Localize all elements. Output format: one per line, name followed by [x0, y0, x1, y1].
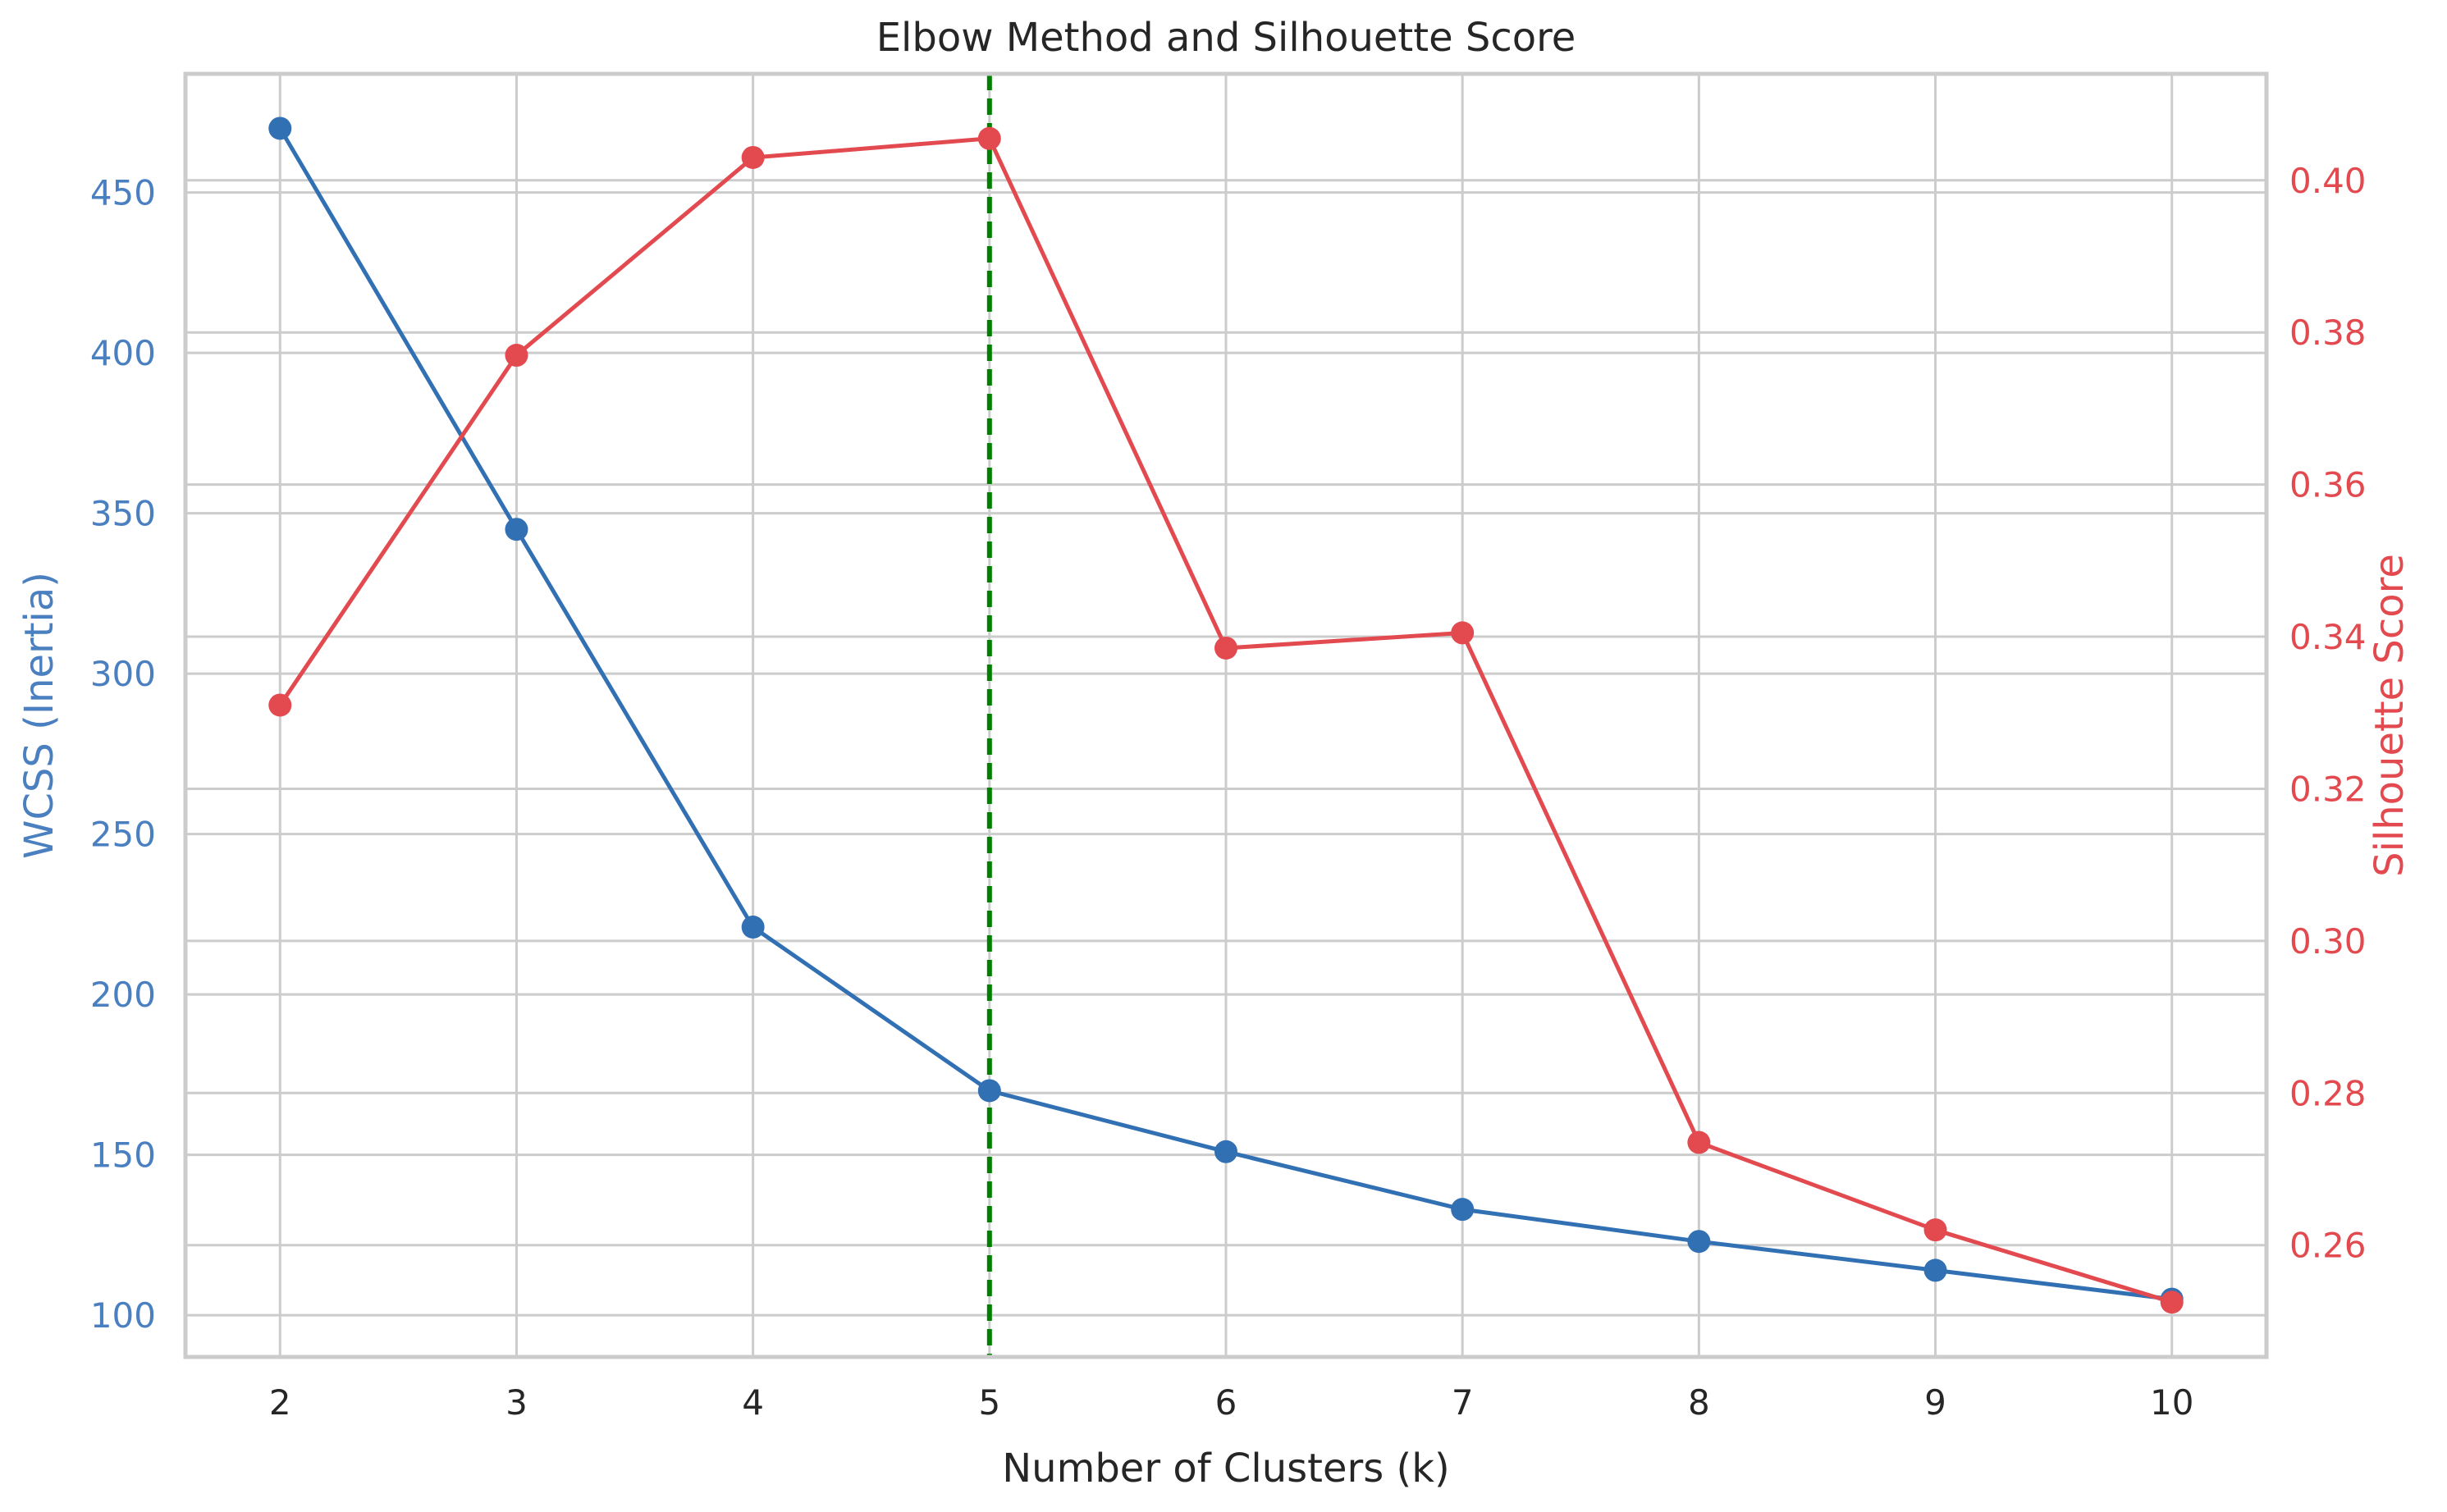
- left-tick-label: 400: [90, 333, 156, 373]
- silhouette-point: [977, 126, 1001, 150]
- left-axis-label: WCSS (Inertia): [16, 572, 62, 859]
- right-tick-label: 0.30: [2289, 921, 2367, 962]
- x-tick-label: 10: [2150, 1382, 2193, 1423]
- x-axis-label: Number of Clusters (k): [1002, 1446, 1449, 1491]
- right-tick-label: 0.40: [2289, 161, 2367, 201]
- right-tick-label: 0.28: [2289, 1073, 2367, 1113]
- x-tick-label: 7: [1452, 1382, 1474, 1423]
- x-tick-label: 4: [742, 1382, 764, 1423]
- left-tick-label: 150: [90, 1135, 156, 1176]
- left-tick-label: 350: [90, 494, 156, 534]
- series-layer: [268, 116, 2184, 1314]
- ticks-layer: 2 3 4 5 6 7 8 9 10 100 150 200 250 300 350 400 450 0.26 0.…: [90, 161, 2367, 1423]
- silhouette-point: [1214, 636, 1237, 660]
- x-tick-label: 2: [269, 1382, 291, 1423]
- left-tick-label: 300: [90, 654, 156, 694]
- x-tick-label: 8: [1688, 1382, 1710, 1423]
- right-tick-label: 0.26: [2289, 1226, 2367, 1266]
- wcss-point: [977, 1079, 1001, 1103]
- wcss-point: [1451, 1198, 1475, 1222]
- silhouette-point: [741, 145, 765, 169]
- plot-frame: [183, 71, 2269, 1359]
- grid-layer: [185, 74, 2266, 1357]
- x-tick-label: 6: [1215, 1382, 1237, 1423]
- wcss-point: [268, 116, 292, 140]
- right-tick-label: 0.34: [2289, 617, 2367, 657]
- silhouette-point: [2160, 1290, 2184, 1314]
- right-tick-label: 0.38: [2289, 313, 2367, 353]
- wcss-point: [1923, 1258, 1947, 1282]
- wcss-point: [505, 518, 528, 541]
- left-tick-label: 200: [90, 975, 156, 1015]
- x-tick-label: 9: [1924, 1382, 1946, 1423]
- silhouette-point: [268, 693, 292, 717]
- x-tick-label: 5: [978, 1382, 1000, 1423]
- right-tick-label: 0.32: [2289, 769, 2367, 809]
- right-axis-label: Silhouette Score: [2367, 554, 2413, 877]
- silhouette-point: [505, 344, 528, 368]
- wcss-point: [1687, 1230, 1711, 1254]
- silhouette-point: [1451, 621, 1475, 645]
- left-tick-label: 250: [90, 815, 156, 855]
- x-tick-label: 3: [505, 1382, 528, 1423]
- chart-title: Elbow Method and Silhouette Score: [876, 15, 1576, 61]
- silhouette-point: [1923, 1218, 1947, 1242]
- wcss-point: [741, 916, 765, 939]
- right-tick-label: 0.36: [2289, 465, 2367, 505]
- wcss-point: [1214, 1140, 1237, 1163]
- silhouette-point: [1687, 1131, 1711, 1154]
- left-tick-label: 450: [90, 173, 156, 213]
- left-tick-label: 100: [90, 1295, 156, 1336]
